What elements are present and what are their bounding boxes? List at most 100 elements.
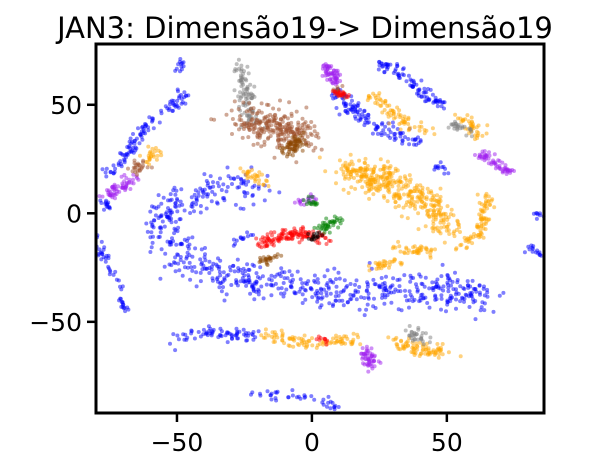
data-point [409, 350, 414, 354]
data-point [402, 273, 407, 278]
data-point [324, 216, 329, 221]
data-point [270, 233, 274, 238]
data-point [502, 169, 507, 174]
data-point [185, 250, 190, 255]
data-point [151, 152, 156, 157]
data-point [251, 202, 256, 207]
data-point [344, 103, 348, 108]
data-point [246, 179, 251, 184]
data-point [148, 250, 153, 254]
data-point [367, 196, 372, 201]
data-point [390, 120, 395, 125]
scatter-points [94, 57, 546, 412]
data-point [205, 183, 210, 188]
data-point [203, 252, 207, 257]
data-point [245, 230, 250, 235]
data-point [172, 231, 177, 236]
data-point [262, 139, 267, 144]
data-point [366, 369, 371, 374]
data-point [462, 299, 466, 304]
data-point [343, 160, 348, 165]
data-point [338, 290, 343, 295]
data-point [174, 188, 179, 193]
data-point [301, 130, 306, 135]
data-point [337, 158, 342, 163]
data-point [332, 214, 337, 219]
data-point [412, 297, 417, 302]
data-point [119, 174, 124, 179]
data-point [241, 100, 246, 105]
data-point [362, 313, 367, 318]
data-point [353, 114, 357, 119]
data-point [104, 166, 109, 171]
data-point [336, 90, 341, 95]
data-point [203, 246, 207, 250]
data-point [382, 195, 387, 200]
data-point [453, 112, 458, 117]
data-point [200, 189, 205, 194]
data-point [356, 101, 361, 106]
data-point [297, 144, 302, 149]
data-point [485, 206, 490, 211]
data-point [397, 122, 402, 126]
data-point [316, 280, 321, 285]
data-point [428, 253, 433, 258]
data-point [331, 68, 336, 73]
data-point [97, 194, 102, 199]
data-point [427, 214, 432, 219]
data-point [383, 170, 388, 175]
data-point [170, 109, 175, 113]
data-point [289, 273, 294, 278]
data-point [328, 278, 333, 282]
data-point [203, 258, 208, 263]
data-point [352, 176, 356, 180]
data-point [393, 193, 398, 198]
data-point [422, 284, 427, 289]
data-point [324, 242, 329, 246]
data-point [463, 239, 468, 243]
data-point [396, 239, 401, 244]
data-point [297, 289, 302, 294]
data-point [436, 355, 441, 360]
data-point [335, 85, 340, 90]
data-point [236, 57, 241, 62]
data-point [114, 277, 119, 282]
data-point [382, 180, 386, 185]
data-point [186, 236, 191, 241]
data-point [231, 263, 236, 268]
plot-frame [94, 42, 546, 415]
data-point [300, 122, 305, 127]
data-point [294, 109, 299, 114]
data-point [341, 303, 346, 308]
data-point [334, 333, 338, 338]
data-point [234, 62, 239, 67]
data-point [241, 266, 246, 271]
data-point [238, 166, 243, 171]
data-point [153, 149, 158, 154]
data-point [328, 399, 333, 404]
data-point [320, 295, 325, 300]
data-point [291, 149, 296, 154]
data-point [251, 233, 256, 237]
data-point [146, 144, 151, 149]
data-point [312, 278, 317, 283]
data-point [429, 247, 434, 252]
data-point [431, 100, 436, 105]
data-point [168, 341, 172, 346]
data-point [207, 266, 212, 270]
data-point [399, 180, 404, 185]
data-point [421, 296, 426, 301]
data-point [376, 359, 381, 364]
data-point [331, 280, 336, 285]
data-point [459, 119, 464, 124]
data-point [256, 121, 261, 126]
data-point [207, 271, 212, 275]
data-point [135, 172, 139, 177]
data-point [485, 123, 490, 128]
data-point [396, 188, 401, 192]
data-point [120, 185, 125, 190]
data-point [259, 144, 264, 149]
data-point [138, 168, 142, 173]
data-point [234, 333, 239, 338]
data-point [228, 176, 233, 181]
